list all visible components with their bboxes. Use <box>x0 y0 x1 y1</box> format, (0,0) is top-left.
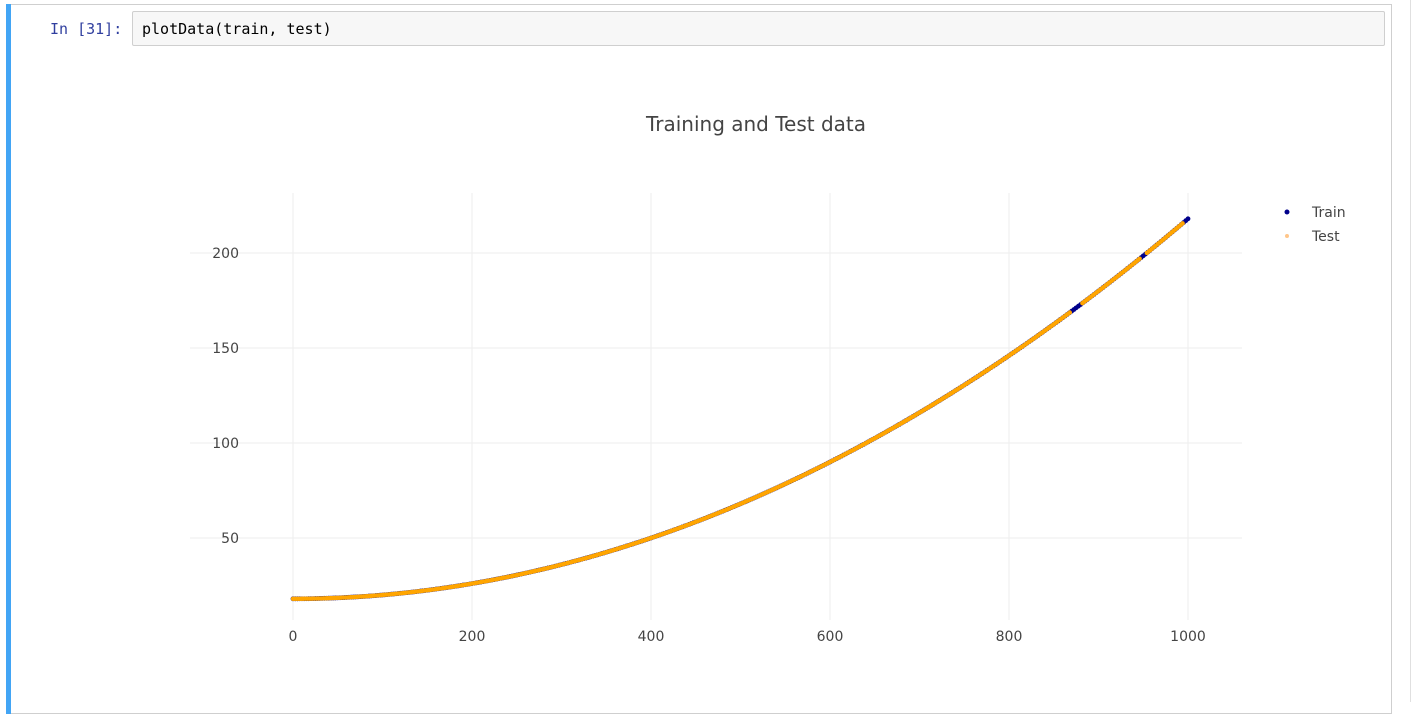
legend-train-marker[interactable] <box>1284 209 1290 215</box>
series-train[interactable] <box>290 216 1191 602</box>
code-text[interactable]: plotData(train, test) <box>142 20 332 38</box>
legend-train-label[interactable]: Train <box>1311 205 1346 221</box>
cell-prompt: In [31]: <box>50 20 123 38</box>
code-input[interactable]: plotData(train, test) <box>132 11 1385 46</box>
scrollbar-track[interactable] <box>1410 0 1411 702</box>
cell-selection-bar <box>6 4 11 714</box>
x-tick-label: 200 <box>459 629 486 645</box>
x-tick-label: 800 <box>996 629 1023 645</box>
y-tick-label: 200 <box>212 246 239 262</box>
y-gridlines <box>190 252 1242 539</box>
test-point[interactable] <box>1180 221 1185 226</box>
series-test[interactable] <box>290 221 1185 601</box>
y-tick-labels: 50 100 150 200 <box>212 246 239 547</box>
x-tick-labels: 0 200 400 600 800 1000 <box>289 629 1206 645</box>
notebook-cell[interactable] <box>6 4 1392 714</box>
x-tick-label: 1000 <box>1170 629 1206 645</box>
y-tick-label: 150 <box>212 341 239 357</box>
y-tick-label: 50 <box>221 531 239 547</box>
chart-title: Training and Test data <box>645 112 866 136</box>
x-tick-label: 0 <box>289 629 298 645</box>
x-tick-label: 600 <box>817 629 844 645</box>
x-tick-label: 400 <box>638 629 665 645</box>
legend[interactable]: Train Test <box>1284 205 1346 245</box>
legend-test-marker[interactable] <box>1285 234 1289 238</box>
test-point[interactable] <box>1137 256 1142 261</box>
test-point[interactable] <box>1067 310 1073 315</box>
x-gridlines <box>292 193 1189 620</box>
y-tick-label: 100 <box>212 436 239 452</box>
legend-test-label[interactable]: Test <box>1311 229 1340 245</box>
train-point[interactable] <box>1185 216 1191 222</box>
